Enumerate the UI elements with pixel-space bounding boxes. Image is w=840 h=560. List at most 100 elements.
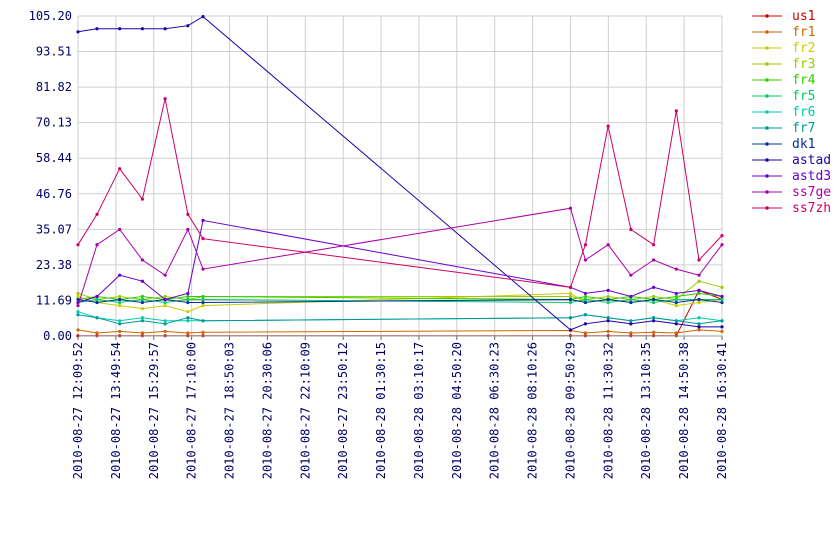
data-point [651,300,656,305]
series-ss7ge [76,206,724,308]
legend-marker [765,126,769,130]
data-point [140,319,145,323]
data-point [76,294,80,299]
data-point [629,319,633,323]
y-axis-ticks: 0.00 11.69 23.38 35.07 46.76 58.44 70.13 81.82 9… [29,9,72,343]
legend-item: astd3 [752,169,831,184]
data-point [140,27,145,31]
data-point [674,331,678,335]
x-tick-label: 2010-08-28 08:10:26 [526,342,540,479]
data-point [583,331,588,335]
legend-marker [765,190,769,194]
legend-item: fr5 [752,89,815,104]
data-point [629,273,633,277]
x-tick-label: 2010-08-28 13:10:35 [639,342,653,479]
legend-item: dk1 [752,137,815,152]
data-point [651,319,656,323]
data-point [720,319,724,323]
legend-item: fr3 [752,57,815,72]
data-point [697,328,701,332]
data-point [95,212,99,216]
legend-label: fr4 [792,73,816,88]
data-point [163,297,167,302]
data-point [140,300,145,305]
data-point [674,297,678,302]
data-point [606,288,610,292]
data-point [629,331,633,335]
data-point [140,258,145,262]
data-point [720,297,724,302]
data-point [674,294,678,299]
data-point [163,329,167,334]
data-point [583,258,588,262]
data-point [76,243,80,247]
series-line [77,207,723,306]
data-point [118,303,122,308]
data-point [674,300,678,305]
data-point [163,294,167,299]
data-point [583,322,588,326]
data-point [674,322,678,326]
x-tick-label: 2010-08-27 12:09:52 [71,342,85,479]
data-point [76,303,80,308]
data-point [95,294,99,299]
data-point [76,328,80,332]
y-tick-label: 11.69 [36,293,72,307]
data-point [568,316,573,320]
data-point [629,294,633,299]
data-point [186,227,190,232]
data-point [118,273,122,277]
x-axis-ticks: 2010-08-27 12:09:52 2010-08-27 13:49:54 20… [71,336,729,479]
data-point [76,297,80,302]
legend-label: dk1 [792,137,815,152]
data-point [186,300,190,305]
data-point [118,294,122,299]
data-point [186,24,190,28]
x-tick-label: 2010-08-27 17:10:00 [185,342,199,479]
legend-label: astad [792,153,831,168]
series-ss7zh [76,97,724,289]
data-point [674,267,678,271]
data-point [118,297,122,302]
x-tick-label: 2010-08-27 20:30:06 [260,342,274,479]
data-point [629,300,633,305]
data-point [720,300,724,305]
legend-marker [765,174,769,178]
data-point [118,27,122,31]
x-tick-label: 2010-08-27 15:29:57 [147,342,161,479]
data-point [163,300,167,305]
y-tick-label: 23.38 [36,258,72,272]
legend-item: fr6 [752,105,815,120]
data-point [720,285,724,289]
legend-item: fr7 [752,121,815,136]
legend-item: fr1 [752,25,815,40]
legend-item: fr4 [752,73,816,88]
data-point [140,316,145,320]
legend-item: us1 [752,9,815,24]
data-point [583,297,588,302]
x-tick-label: 2010-08-28 04:50:20 [450,342,464,479]
legend-label: fr6 [792,105,815,120]
data-point [606,243,610,247]
data-point [651,330,656,334]
data-point [186,291,190,296]
data-point [720,329,724,334]
series-dk1 [76,297,724,305]
y-tick-label: 81.82 [36,80,72,94]
legend-marker [765,206,769,210]
y-tick-label: 58.44 [36,151,72,165]
data-point [606,329,610,334]
legend-marker [765,14,769,18]
legend-item: ss7zh [752,201,831,216]
data-point [95,297,99,302]
legend-marker [765,62,769,66]
data-point [118,300,122,305]
legend-marker [765,158,769,162]
legend: us1fr1fr2fr3fr4fr5fr6fr7dk1astadastd3ss7… [752,9,831,216]
y-tick-label: 35.07 [36,222,72,236]
y-tick-label: 70.13 [36,116,72,130]
data-point [606,294,610,299]
data-point [186,310,190,314]
data-point [697,316,701,320]
data-point [674,319,678,323]
